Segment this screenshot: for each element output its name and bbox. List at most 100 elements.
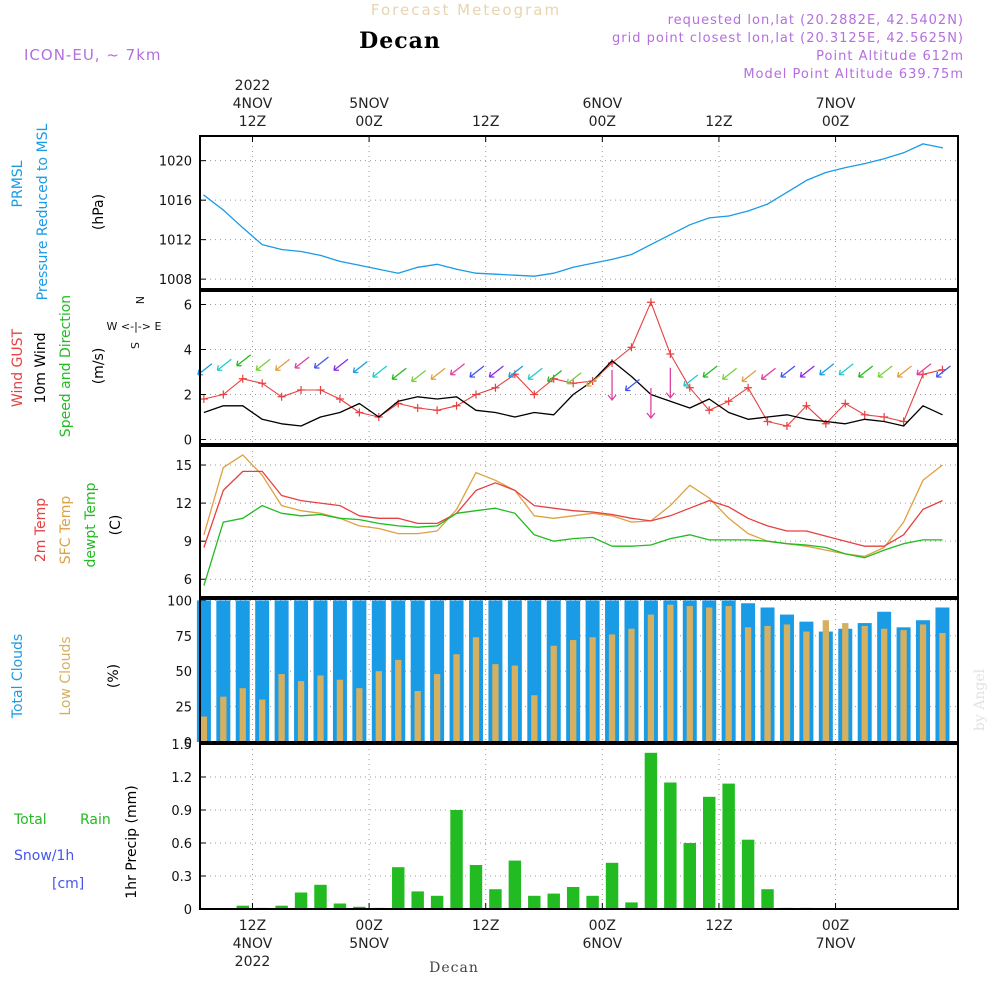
wind-direction-arrow [566,372,582,385]
temp-2m-line [203,470,943,548]
rain-bar [294,892,308,909]
dewpoint-line [203,504,943,586]
bottom-time-label: 00Z [822,918,849,934]
rain-bar [566,887,580,909]
rain-bar [741,839,755,909]
wind-gust-marker [316,386,325,394]
pressure-point [494,273,497,275]
low-cloud-bar [200,716,208,742]
rain-bar [333,903,347,909]
temp-2m-label: 2m Temp [33,498,49,562]
pressure-point [514,274,516,276]
rain-bar [664,782,677,909]
bottom-time-label: 12Z [239,918,266,934]
low-cloud-bar [531,695,538,742]
pressure-point [630,253,633,256]
pressure-units: (hPa) [91,194,107,230]
total-cloud-bar [410,600,425,742]
clouds-ytick-label: 50 [175,665,192,680]
wind-units: (m/s) [91,348,107,385]
bottom-time-label: 12Z [472,918,499,934]
compass-north: N [133,296,146,304]
pressure-point [611,258,613,260]
station-name: Decan [359,28,441,54]
total-cloud-bar [352,600,367,742]
top-time-label: 5NOV [349,96,389,112]
rain-bar [703,796,716,909]
temp-ytick-label: 12 [175,497,192,512]
pressure-point [358,264,360,266]
temp-sfc-label: SFC Temp [58,496,74,565]
precip-units: 1hr Precip (mm) [124,785,140,898]
pressure-point [203,194,205,196]
wind-ytick-label: 2 [184,389,192,404]
pressure-frame [199,135,959,290]
wind-direction-arrow [216,358,232,371]
pressure-point [572,266,574,268]
rain-bar [469,865,483,909]
wind-gust-marker [219,390,228,399]
pressure-point [281,248,283,251]
wind-ytick-label: 4 [184,344,192,359]
pressure-panel: 1008 1012 1016 1020 [159,135,959,290]
pressure-point [689,224,691,226]
point-altitude: Point Altitude 612m [816,49,964,64]
pressure-point [805,179,808,182]
wind-direction-arrow [935,365,951,378]
total-cloud-bar [274,600,289,742]
pressure-point [397,272,399,274]
wind-direction-arrow [274,358,291,371]
low-cloud-bar [764,625,771,742]
wind-direction-arrow [683,374,699,387]
top-time-label: 12Z [239,114,266,130]
low-cloud-bar [297,681,305,742]
pressure-point [417,266,419,268]
wind-10m-label: 10m Wind [33,332,49,403]
pressure-ytick-label: 1008 [159,273,192,288]
footer-station: Decan [429,960,479,976]
wind-direction-arrow [372,365,388,378]
low-cloud-bar [667,604,674,742]
temp-ytick-label: 15 [175,459,192,474]
wind-gust-marker [763,417,772,426]
wind-gust-marker [880,413,889,421]
pressure-point [242,227,244,229]
bottom-time-label: 7NOV [816,936,856,952]
precip-frame [199,743,959,910]
grid-point-location: grid point closest lon,lat (20.3125E, 42… [612,31,964,46]
low-cloud-bar [220,696,227,742]
clouds-units: (%) [106,664,122,688]
temp-units: (C) [108,515,124,536]
wind-direction-arrow [646,388,656,420]
temp-frame [199,445,959,598]
low-cloud-bar [589,637,596,742]
wind-gust-marker [685,383,694,392]
low-cloud-bar [375,671,382,742]
wind-gust-marker [744,383,753,392]
low-cloud-bar [900,630,907,742]
low-cloud-bar [356,688,363,742]
pressure-point [339,260,341,262]
wind-direction-arrow [624,378,640,392]
wind-direction-arrow [916,363,932,376]
rain-bar [722,783,735,909]
low-cloud-bar [317,675,324,742]
top-time-label: 12Z [472,114,499,130]
wind-direction-arrow [313,356,329,369]
low-cloud-bar [433,674,441,742]
pressure-point [261,243,263,246]
wind-gust-marker [452,401,461,410]
wind-direction-arrow [838,363,854,376]
pressure-point [844,166,846,169]
low-cloud-bar [278,674,285,742]
pressure-point [222,209,224,211]
model-label: ICON-EU, ~ 7km [24,46,162,64]
rain-bar [411,891,424,909]
clouds-ytick-label: 25 [175,701,192,716]
rain-bar [314,884,327,909]
wind-direction-arrow [488,365,504,378]
wind-direction-arrow [352,360,368,374]
wind-gust-marker [627,343,636,352]
wind-speed-line [203,360,943,427]
low-cloud-bar [706,607,713,742]
